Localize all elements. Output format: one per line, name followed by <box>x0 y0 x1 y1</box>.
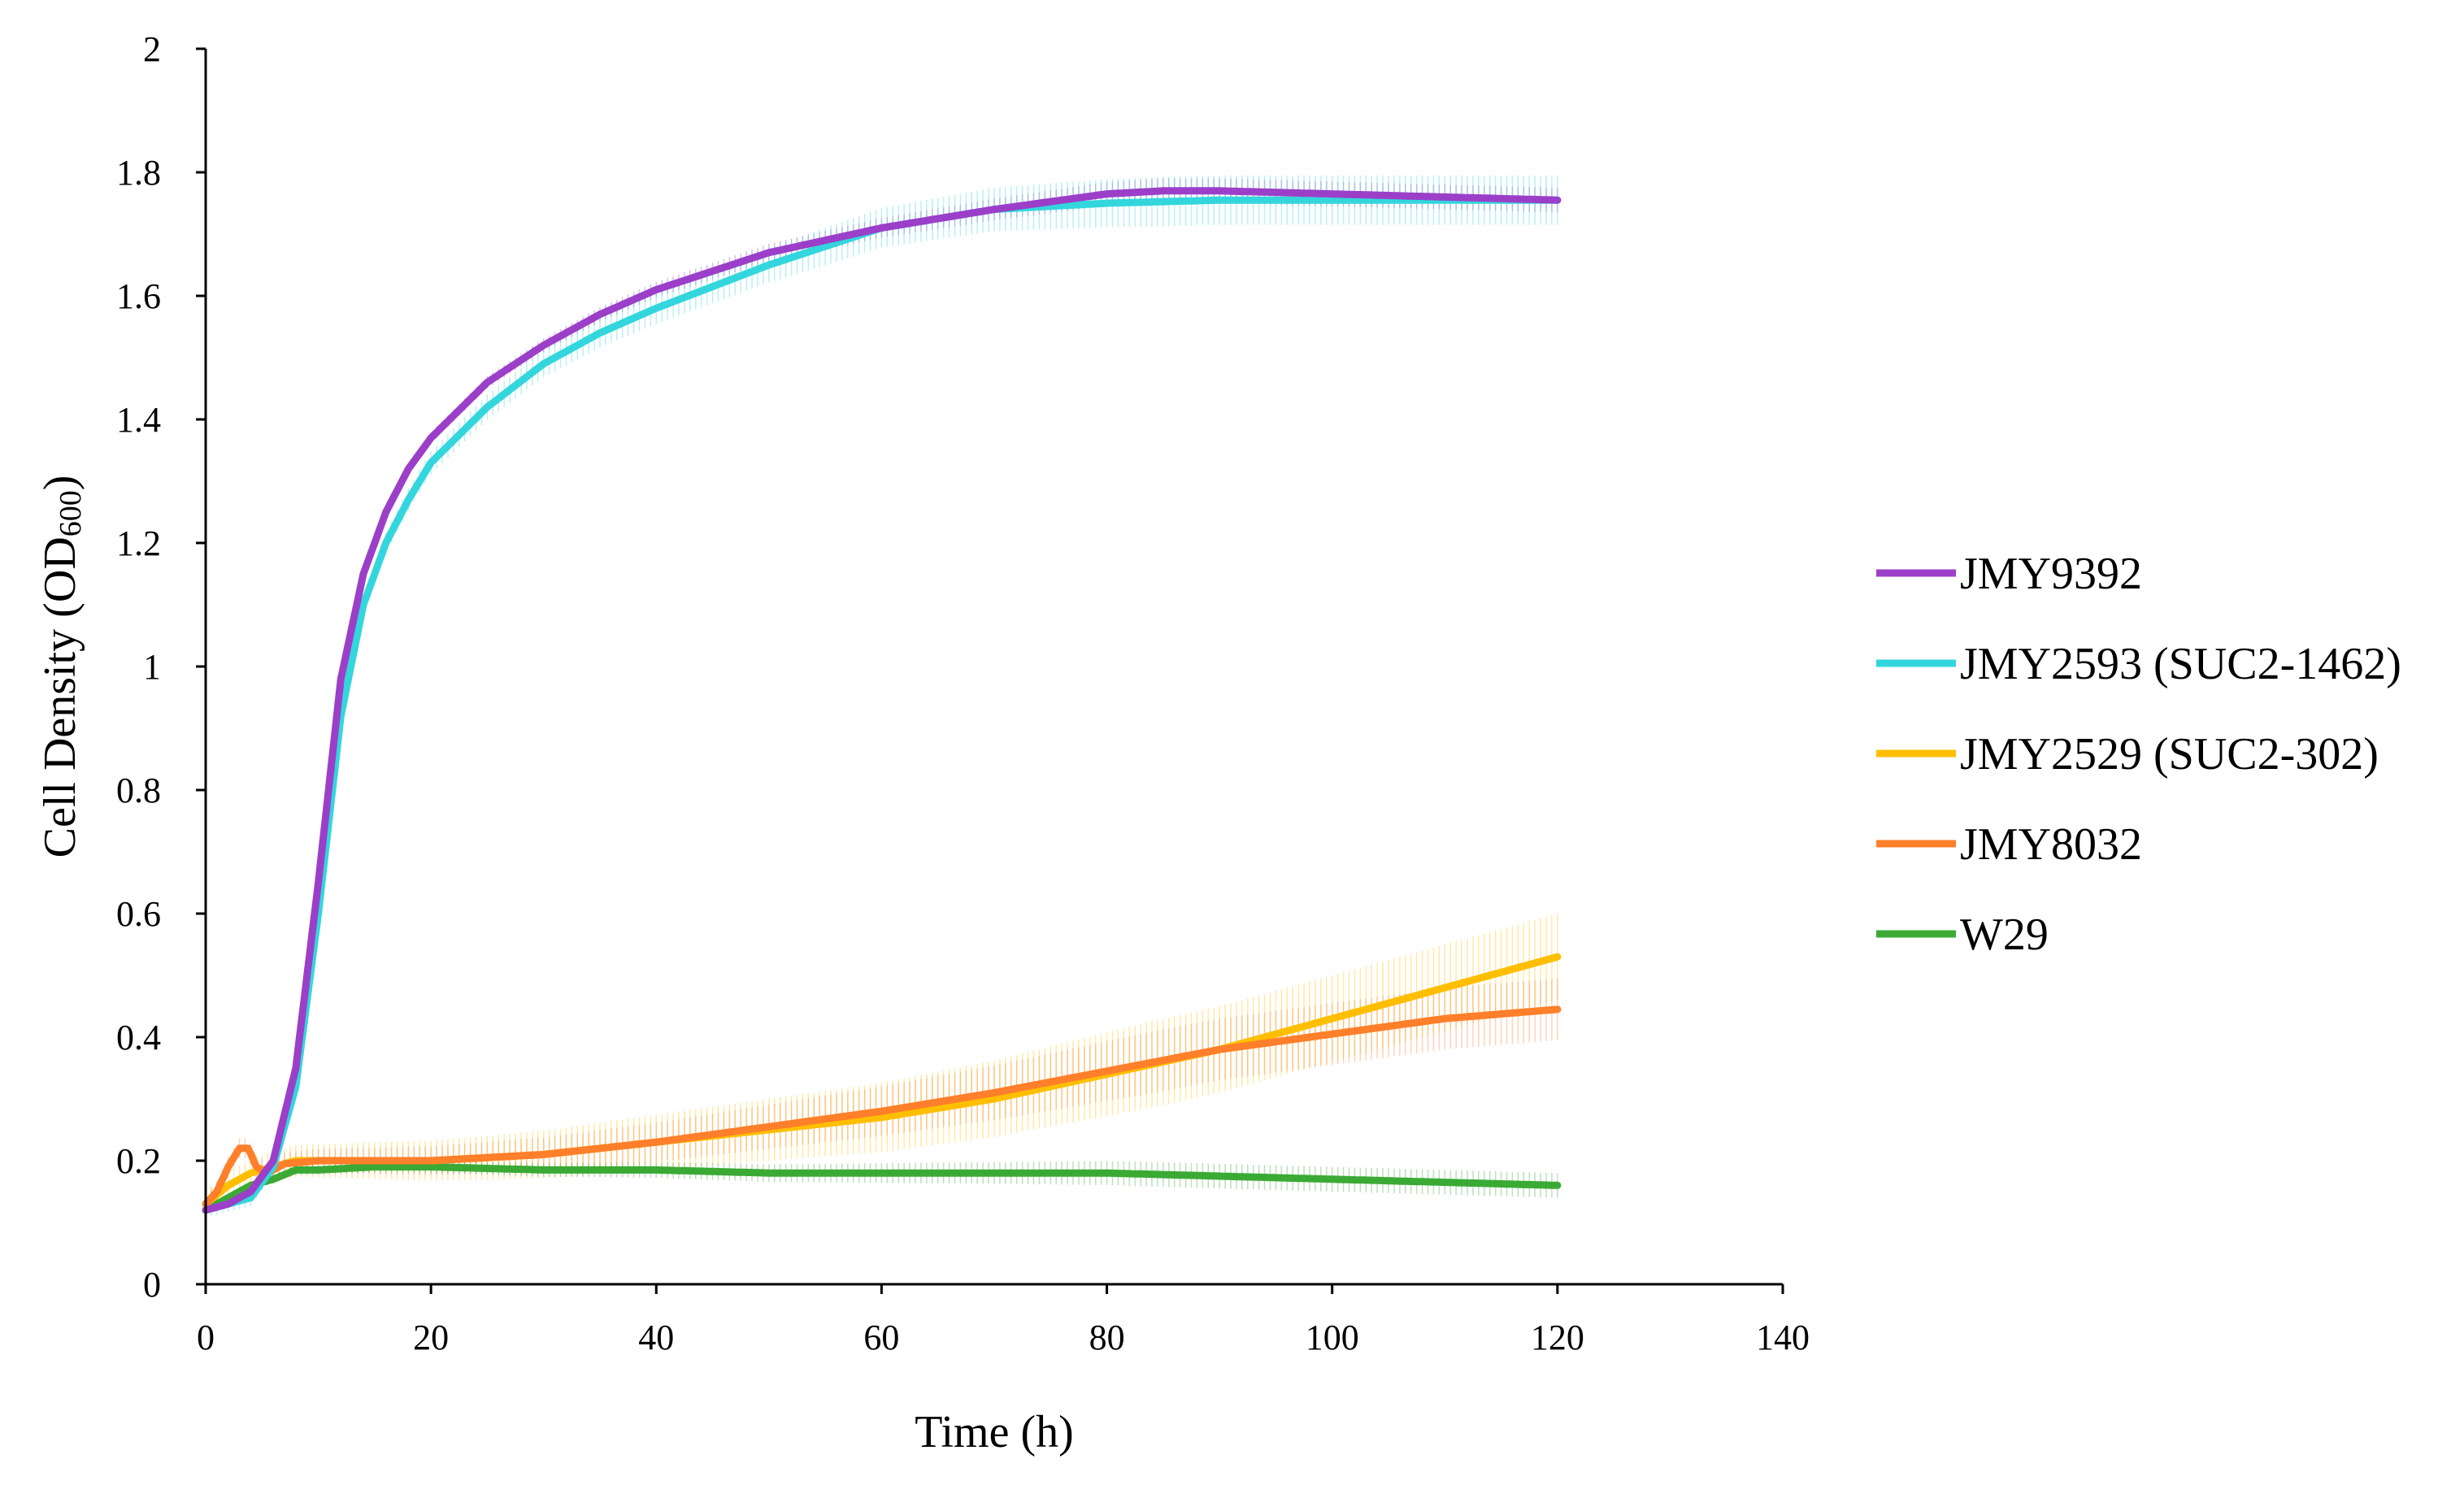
x-tick-label: 0 <box>197 1318 215 1357</box>
y-tick-label: 1.6 <box>116 276 161 316</box>
series-line-jmy8032 <box>202 1005 1562 1208</box>
legend: JMY9392 JMY2593 (SUC2-1462) JMY2529 (SUC2-… <box>1876 549 2401 960</box>
y-tick-label: 0.2 <box>116 1141 161 1181</box>
error-bars-jmy2593-suc2-1462- <box>211 175 1558 1217</box>
legend-label: W29 <box>1960 910 2049 960</box>
y-axis-title-subscript: 600 <box>54 490 88 536</box>
y-tick-label: 0.6 <box>116 894 161 934</box>
x-tick-label: 40 <box>638 1318 674 1357</box>
y-tick-label: 1.2 <box>116 523 161 563</box>
series-line-jmy9392 <box>202 187 1562 1214</box>
series-line-w29 <box>202 1163 1562 1214</box>
x-tick-label: 80 <box>1089 1318 1125 1357</box>
y-axis-title-main: Cell Density (OD <box>35 536 85 858</box>
error-bars-jmy9392 <box>211 178 1558 1213</box>
y-tick-label: 1.4 <box>116 400 161 440</box>
legend-label: JMY9392 <box>1960 549 2142 599</box>
legend-label: JMY2529 (SUC2-302) <box>1960 729 2379 779</box>
y-axis-title: Cell Density (OD600) <box>35 475 88 858</box>
x-tick-label: 140 <box>1756 1318 1810 1357</box>
x-axis-title: Time (h) <box>915 1407 1074 1457</box>
series-layer <box>202 187 1562 1214</box>
y-axis-title-close: ) <box>35 475 85 491</box>
x-tick-label: 20 <box>413 1318 449 1357</box>
error-bars-layer <box>211 175 1558 1217</box>
y-tick-label: 0.4 <box>116 1018 161 1057</box>
axes-layer <box>196 47 1784 1294</box>
y-tick-label: 0.8 <box>116 771 161 810</box>
x-tick-label: 60 <box>863 1318 899 1357</box>
y-tick-label: 2 <box>143 29 161 69</box>
y-tick-label: 0 <box>143 1265 161 1305</box>
tick-labels-layer: 00.20.40.60.811.21.41.61.820 20 40 60 80 100 1… <box>116 29 1810 1357</box>
legend-label: JMY2593 (SUC2-1462) <box>1960 639 2401 689</box>
legend-label: JMY8032 <box>1960 819 2142 870</box>
y-tick-label: 1 <box>143 647 161 687</box>
x-tick-label: 120 <box>1531 1318 1584 1357</box>
x-tick-label: 100 <box>1306 1318 1359 1357</box>
y-tick-label: 1.8 <box>116 153 161 193</box>
